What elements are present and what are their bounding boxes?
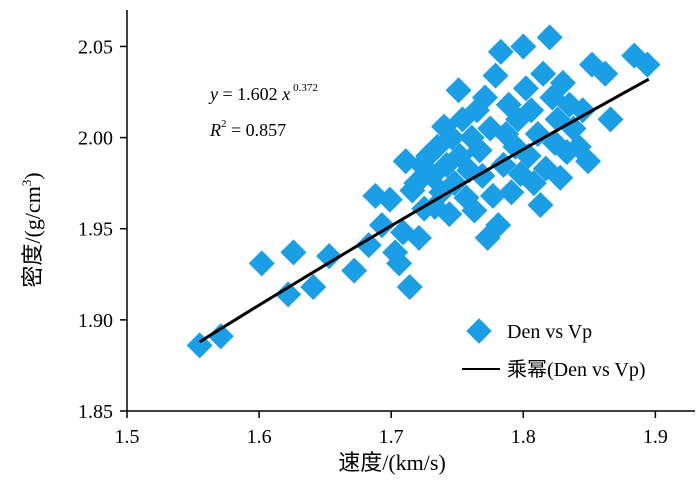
y-tick-label-0: 1.85 — [78, 401, 113, 423]
x-axis-ticks: 1.5 1.6 1.7 1.8 1.9 — [115, 411, 668, 448]
fit-equation: y = 1.602 x 0.372 R2 = 0.857 — [208, 82, 318, 140]
data-point-62 — [527, 192, 554, 219]
data-point-65 — [536, 24, 563, 51]
power-fit-line — [198, 77, 650, 344]
svg-text:y = 1.602 x0.372: y = 1.602 x 0.372 — [208, 82, 318, 104]
data-point-70 — [549, 69, 576, 96]
y-tick-label-2: 1.95 — [78, 219, 113, 241]
data-point-79 — [597, 106, 624, 133]
legend: Den vs Vp 乘幂(Den vs Vp) — [462, 318, 646, 381]
legend-marker-scatter — [466, 318, 492, 344]
data-point-8 — [355, 232, 382, 259]
data-point-11 — [376, 186, 403, 213]
y-axis-label-group: 密度/(g/cm3) — [19, 172, 45, 287]
r2-label: R — [209, 120, 221, 140]
data-point-76 — [575, 148, 602, 175]
data-point-52 — [498, 179, 525, 206]
data-points — [186, 24, 661, 359]
data-point-60 — [520, 170, 547, 197]
data-point-63 — [530, 60, 557, 87]
r2-value: = 0.857 — [227, 120, 287, 140]
data-point-61 — [524, 120, 551, 147]
data-point-1 — [207, 323, 234, 350]
data-point-3 — [275, 281, 302, 308]
data-point-10 — [368, 212, 395, 239]
x-tick-label-1: 1.6 — [247, 426, 272, 448]
data-point-40 — [466, 137, 493, 164]
x-tick-label-3: 1.8 — [511, 426, 536, 448]
data-point-38 — [461, 197, 488, 224]
y-axis-label-end: ) — [20, 172, 45, 179]
data-point-57 — [512, 75, 539, 102]
data-point-48 — [487, 38, 514, 65]
data-point-46 — [482, 62, 509, 89]
data-point-81 — [634, 51, 661, 78]
equation-coef: = 1.602 — [218, 84, 282, 104]
y-tick-label-4: 2.05 — [78, 36, 113, 58]
data-point-30 — [438, 124, 465, 151]
equation-exponent: 0.372 — [293, 82, 318, 94]
data-point-16 — [396, 274, 423, 301]
equation-var: x — [281, 84, 290, 104]
y-axis-label-sup: 3 — [19, 180, 34, 187]
data-point-5 — [300, 274, 327, 301]
x-axis-label: 速度/(km/s) — [338, 450, 446, 475]
data-point-75 — [569, 97, 596, 124]
y-axis-ticks: 1.85 1.90 1.95 2.00 2.05 — [78, 36, 127, 423]
data-point-19 — [405, 224, 432, 251]
r2-sup: 2 — [221, 118, 227, 130]
data-point-47 — [485, 212, 512, 239]
data-point-80 — [621, 42, 648, 69]
data-point-78 — [592, 60, 619, 87]
data-point-50 — [493, 120, 520, 147]
x-tick-label-0: 1.5 — [115, 426, 140, 448]
data-point-2 — [248, 250, 275, 277]
legend-label-scatter: Den vs Vp — [507, 321, 592, 343]
data-point-29 — [436, 201, 463, 228]
data-point-32 — [445, 77, 472, 104]
legend-label-line: 乘幂(Den vs Vp) — [507, 358, 646, 381]
svg-text:R2 = 0.857: R2 = 0.857 — [209, 118, 286, 140]
data-point-6 — [316, 243, 343, 270]
x-tick-label-2: 1.7 — [379, 426, 404, 448]
data-point-31 — [441, 170, 468, 197]
data-point-56 — [510, 33, 537, 60]
data-point-4 — [280, 239, 307, 266]
data-point-42 — [471, 84, 498, 111]
data-point-7 — [341, 257, 368, 284]
y-tick-label-3: 2.00 — [78, 128, 113, 150]
y-axis-label: 密度/(g/cm — [20, 186, 45, 287]
data-point-13 — [386, 250, 413, 277]
y-tick-label-1: 1.90 — [78, 310, 113, 332]
data-point-59 — [518, 97, 545, 124]
x-tick-label-4: 1.9 — [643, 426, 668, 448]
svg-text:密度/(g/cm3): 密度/(g/cm3) — [19, 172, 45, 287]
data-point-45 — [479, 182, 506, 209]
equation-lhs: y — [208, 84, 218, 104]
data-point-69 — [547, 164, 574, 191]
